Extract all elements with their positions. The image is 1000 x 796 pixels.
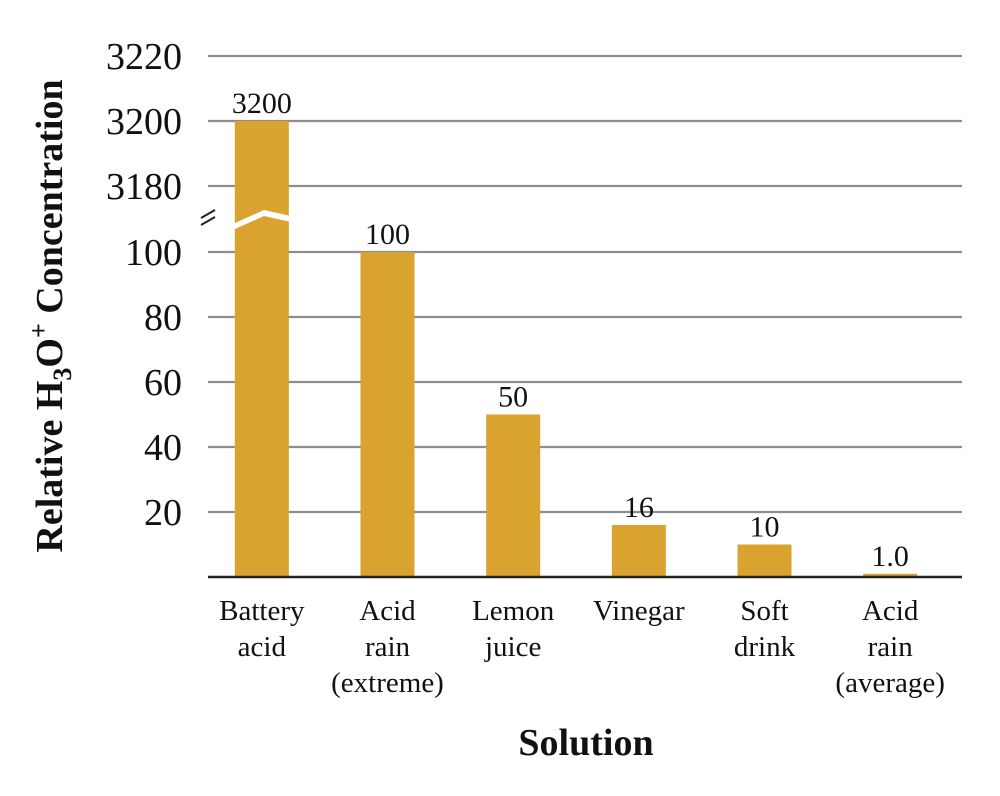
- bar: [360, 252, 415, 577]
- data-label: 1.0: [871, 540, 909, 573]
- bar: [611, 525, 666, 577]
- y-axis-title-prefix: Relative H: [29, 381, 71, 553]
- y-axis-title-superscript: +: [24, 323, 53, 338]
- axis-break-slash: [200, 209, 216, 219]
- y-tick-label: 60: [144, 362, 182, 404]
- x-tick-label-line: (average): [835, 667, 944, 699]
- data-label: 16: [624, 491, 654, 524]
- x-tick-label-line: acid: [238, 631, 287, 663]
- data-label: 10: [750, 511, 780, 544]
- bar: [737, 544, 792, 577]
- x-tick-label-line: (extreme): [331, 667, 444, 699]
- y-tick-label: 3180: [106, 166, 182, 208]
- y-tick-label: 3220: [106, 36, 182, 78]
- x-tick-label: Acid rain (average): [835, 595, 944, 699]
- category-labels: Battery acid Acid rain (extreme) Lemon juice Vi…: [219, 595, 945, 699]
- x-tick-label-line: Soft: [740, 595, 788, 627]
- data-label: 50: [498, 381, 528, 414]
- x-tick-label: Acid rain (extreme): [331, 595, 444, 699]
- y-axis-title-middle: O: [29, 338, 71, 368]
- x-tick-label-line: Vinegar: [593, 595, 685, 627]
- x-tick-label-line: Acid: [359, 595, 416, 627]
- bar-break-cut: [232, 210, 291, 230]
- data-label: 3200: [232, 87, 292, 120]
- bar: [234, 121, 289, 577]
- y-tick-label: 80: [144, 297, 182, 339]
- x-axis-title: Solution: [518, 722, 653, 764]
- x-tick-label-line: Lemon: [472, 595, 555, 627]
- data-labels: 3200 100 50 16 10 1.0: [232, 87, 909, 573]
- y-axis-title-subscript: 3: [48, 368, 77, 381]
- y-axis-title-suffix: Concentration: [29, 79, 71, 323]
- x-tick-label-line: Acid: [862, 595, 919, 627]
- x-tick-label: Battery acid: [219, 595, 305, 663]
- bars: [234, 121, 918, 577]
- bar: [863, 573, 918, 577]
- data-label: 100: [365, 218, 410, 251]
- x-tick-label-line: rain: [868, 631, 914, 663]
- y-tick-label: 20: [144, 492, 182, 534]
- x-tick-label-line: juice: [484, 631, 541, 663]
- y-axis-title: Relative H3O+ Concentration: [24, 79, 77, 552]
- axis-break-marks: [200, 209, 291, 230]
- y-tick-label: 3200: [106, 101, 182, 143]
- x-tick-label: Lemon juice: [472, 595, 555, 663]
- y-tick-label: 40: [144, 427, 182, 469]
- gridlines: [208, 54, 962, 514]
- x-tick-label: Soft drink: [734, 595, 796, 663]
- x-tick-label: Vinegar: [593, 595, 685, 627]
- axis-break-slash: [200, 216, 216, 226]
- bar: [486, 414, 541, 577]
- y-tick-label: 100: [125, 232, 182, 274]
- x-tick-label-line: Battery: [219, 595, 305, 627]
- y-tick-labels: 20 40 60 80 100 3180 3200 3220: [106, 36, 182, 534]
- x-tick-label-line: drink: [734, 631, 796, 663]
- x-tick-label-line: rain: [365, 631, 411, 663]
